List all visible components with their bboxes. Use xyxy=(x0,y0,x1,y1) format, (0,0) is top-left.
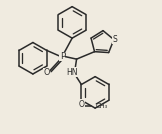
Text: O: O xyxy=(43,68,50,77)
Text: HN: HN xyxy=(66,68,78,77)
Text: P: P xyxy=(60,52,65,61)
Text: S: S xyxy=(112,35,117,44)
Text: CH₃: CH₃ xyxy=(95,103,107,109)
Text: O: O xyxy=(78,100,84,109)
